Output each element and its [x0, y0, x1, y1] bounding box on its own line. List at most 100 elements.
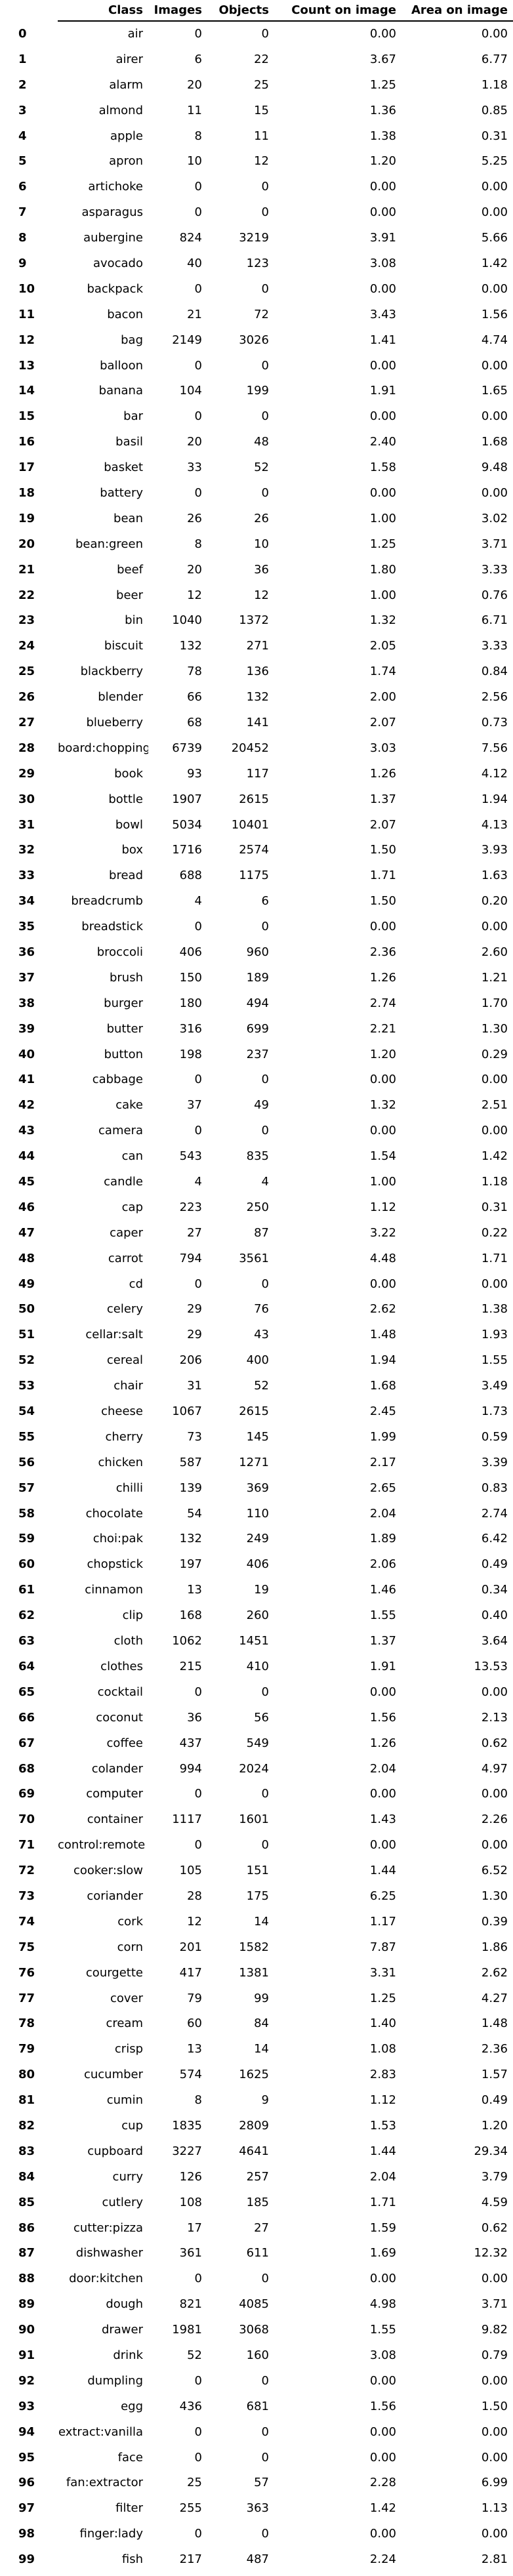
count-on-image-cell: 2.65 — [369, 1481, 396, 1495]
images-cell: 36 — [187, 1710, 202, 1725]
objects-cell: 48 — [254, 435, 269, 449]
table-row: 40 button 198 237 1.20 0.29 — [0, 1042, 513, 1067]
images-cell: 10 — [187, 154, 202, 169]
table-row: 72 cooker:slow 105 151 1.44 6.52 — [0, 1858, 513, 1883]
count-on-image-cell: 1.55 — [369, 2323, 396, 2337]
class-cell: face — [117, 2450, 143, 2464]
images-cell: 8 — [194, 2093, 202, 2108]
class-cell: asparagus — [81, 205, 143, 220]
area-on-image-cell: 1.20 — [481, 2118, 508, 2133]
count-on-image-cell: 1.54 — [369, 1149, 396, 1164]
objects-cell: 681 — [246, 2399, 269, 2413]
row-index-cell: 8 — [18, 231, 27, 245]
row-index-cell: 25 — [18, 664, 35, 679]
objects-cell: 1381 — [239, 1965, 269, 1980]
table-row: 54 cheese 1067 2615 2.45 1.73 — [0, 1399, 513, 1424]
table-row: 12 bag 2149 3026 1.41 4.74 — [0, 327, 513, 353]
count-on-image-cell: 1.56 — [369, 2399, 396, 2413]
table-row: 45 candle 4 4 1.00 1.18 — [0, 1169, 513, 1195]
row-index-cell: 90 — [18, 2323, 35, 2337]
images-cell: 794 — [179, 1251, 202, 1265]
table-row: 11 bacon 21 72 3.43 1.56 — [0, 302, 513, 327]
row-index-cell: 97 — [18, 2501, 35, 2516]
class-cell: cabbage — [92, 1073, 143, 1087]
area-on-image-cell: 12.32 — [474, 2246, 508, 2260]
row-index-cell: 60 — [18, 1557, 35, 1572]
class-cell: cream — [106, 2016, 143, 2031]
objects-cell: 4 — [261, 1175, 269, 1189]
row-index-cell: 26 — [18, 690, 35, 705]
class-cell: container — [87, 1812, 143, 1827]
objects-cell: 99 — [254, 1991, 269, 2005]
class-cell: air — [127, 27, 143, 41]
objects-cell: 175 — [246, 1889, 269, 1903]
objects-cell: 400 — [246, 1353, 269, 1368]
class-cell: chocolate — [85, 1506, 143, 1521]
area-on-image-cell: 0.00 — [481, 2373, 508, 2388]
class-cell: cork — [117, 1914, 143, 1929]
area-on-image-cell: 3.93 — [481, 843, 508, 857]
count-on-image-cell: 2.24 — [369, 2552, 396, 2567]
row-index-cell: 49 — [18, 1277, 35, 1291]
count-on-image-cell: 2.17 — [369, 1455, 396, 1469]
class-cell: clip — [122, 1608, 143, 1623]
images-cell: 13 — [187, 2042, 202, 2056]
class-cell: artichoke — [88, 180, 143, 194]
images-cell: 574 — [179, 2068, 202, 2082]
row-index-cell: 86 — [18, 2220, 35, 2235]
objects-cell: 19 — [254, 1583, 269, 1597]
row-index-cell: 39 — [18, 1021, 35, 1036]
images-cell: 4 — [194, 1175, 202, 1189]
count-on-image-cell: 3.43 — [369, 307, 396, 321]
objects-cell: 151 — [246, 1864, 269, 1878]
count-on-image-cell: 0.00 — [369, 2373, 396, 2388]
images-cell: 0 — [194, 2527, 202, 2541]
objects-cell: 3561 — [239, 1251, 269, 1265]
images-cell: 198 — [179, 1047, 202, 1061]
area-on-image-cell: 0.00 — [481, 1787, 508, 1801]
row-index-cell: 76 — [18, 1965, 35, 1980]
count-on-image-cell: 0.00 — [369, 27, 396, 41]
row-index-cell: 16 — [18, 435, 35, 449]
objects-cell: 52 — [254, 1379, 269, 1393]
objects-cell: 123 — [246, 256, 269, 270]
images-cell: 33 — [187, 460, 202, 475]
objects-cell: 10401 — [231, 817, 269, 832]
row-index-cell: 80 — [18, 2068, 35, 2082]
table-row: 62 clip 168 260 1.55 0.40 — [0, 1603, 513, 1628]
area-on-image-cell: 1.18 — [481, 1175, 508, 1189]
table-row: 16 basil 20 48 2.40 1.68 — [0, 429, 513, 455]
objects-cell: 3068 — [239, 2323, 269, 2337]
class-cell: finger:lady — [79, 2527, 143, 2541]
table-row: 77 cover 79 99 1.25 4.27 — [0, 1986, 513, 2011]
count-on-image-cell: 1.91 — [369, 384, 396, 398]
table-row: 84 curry 126 257 2.04 3.79 — [0, 2164, 513, 2190]
count-on-image-cell: 2.06 — [369, 1557, 396, 1572]
class-cell: cereal — [106, 1353, 143, 1368]
class-cell: airer — [115, 52, 143, 66]
count-on-image-cell: 1.89 — [369, 1532, 396, 1546]
row-index-cell: 63 — [18, 1634, 35, 1648]
count-on-image-cell: 0.00 — [369, 2424, 396, 2439]
objects-cell: 1601 — [239, 1812, 269, 1827]
objects-cell: 363 — [246, 2501, 269, 2516]
area-on-image-cell: 4.74 — [481, 333, 508, 347]
area-on-image-cell: 0.22 — [481, 1225, 508, 1240]
row-index-cell: 55 — [18, 1429, 35, 1444]
row-index-cell: 40 — [18, 1047, 35, 1061]
row-index-cell: 98 — [18, 2527, 35, 2541]
count-on-image-cell: 1.69 — [369, 2246, 396, 2260]
count-on-image-cell: 0.00 — [369, 1838, 396, 1852]
objects-cell: 10 — [254, 537, 269, 551]
class-cell: dumpling — [87, 2373, 143, 2388]
images-cell: 54 — [187, 1506, 202, 1521]
count-on-image-cell: 1.80 — [369, 562, 396, 577]
class-cell: dough — [106, 2297, 143, 2312]
objects-cell: 3219 — [239, 231, 269, 245]
class-cell: apple — [110, 129, 143, 143]
count-on-image-cell: 6.25 — [369, 1889, 396, 1903]
table-row: 52 cereal 206 400 1.94 1.55 — [0, 1347, 513, 1373]
table-row: 96 fan:extractor 25 57 2.28 6.99 — [0, 2470, 513, 2496]
area-on-image-cell: 0.00 — [481, 358, 508, 373]
objects-cell: 699 — [246, 1021, 269, 1036]
